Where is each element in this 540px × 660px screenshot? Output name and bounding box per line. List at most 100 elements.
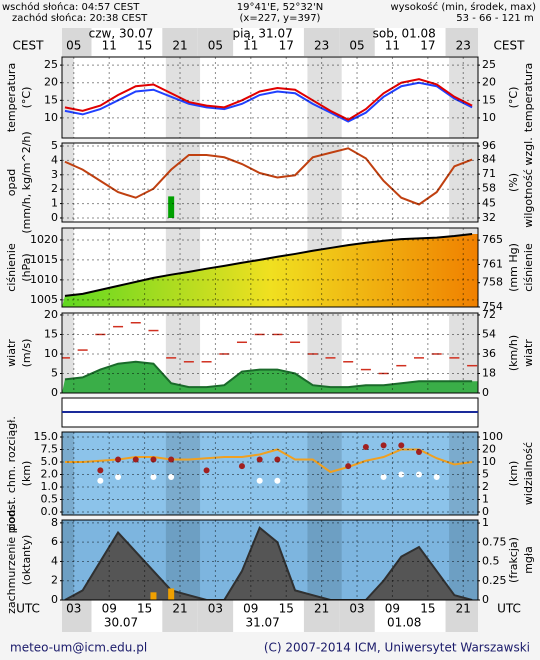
panel-frame <box>61 519 479 601</box>
y-axis-label: ciśnienie <box>5 243 18 292</box>
y-tick-label: 2 <box>51 574 58 587</box>
y-tick-label: 1 <box>51 197 58 210</box>
line <box>64 448 473 474</box>
plot-area <box>64 147 473 218</box>
y-tick-label: 1020 <box>30 233 58 246</box>
plot-area <box>62 232 478 307</box>
y2-axis-label: (km) <box>507 461 520 487</box>
panel-frame <box>61 227 479 308</box>
y-tick-label: 20 <box>44 76 58 89</box>
y2-tick-label: 0 <box>482 505 489 518</box>
night-band <box>62 57 74 138</box>
night-cell <box>445 28 478 56</box>
y2-axis-label: widzialność <box>522 442 535 505</box>
y2-axis-label: (%) <box>507 173 520 192</box>
y-axis-label: temperatura <box>5 63 18 132</box>
line <box>64 147 473 206</box>
y-tick-label: 1.0 <box>41 480 59 493</box>
y2-tick-label: 100 <box>482 430 503 443</box>
y2-tick-label: 84 <box>482 153 496 166</box>
y2-tick-label: 20 <box>482 443 496 456</box>
point <box>168 456 175 463</box>
time-tick-label: 15 <box>420 602 435 616</box>
y-tick-label: 4 <box>51 153 58 166</box>
plot-area <box>64 78 473 123</box>
y2-tick-label: 761 <box>482 257 503 270</box>
y2-tick-label: 10 <box>482 455 496 468</box>
night-cell <box>303 28 340 56</box>
y2-axis-label: ciśnienie <box>522 243 535 292</box>
y2-tick-label: 96 <box>482 139 496 152</box>
y2-tick-label: 25 <box>482 58 496 71</box>
elevation: 53 - 66 - 121 m <box>456 13 533 24</box>
y2-tick-label: 20 <box>482 76 496 89</box>
y2-tick-label: 765 <box>482 233 503 246</box>
y-tick-label: 8 <box>51 516 58 529</box>
point <box>97 477 104 484</box>
panel-background <box>62 143 478 222</box>
day-label: 01.08 <box>387 616 421 630</box>
y2-tick-label: 5 <box>482 468 489 481</box>
bar <box>168 588 175 600</box>
night-band <box>62 432 74 515</box>
point <box>97 467 104 474</box>
y-tick-label: 15.0 <box>34 430 59 443</box>
y-tick-label: 6 <box>51 535 58 548</box>
time-tick-label: 23 <box>314 39 329 53</box>
point <box>238 463 245 470</box>
y2-axis-label: (frakcja) <box>507 537 520 583</box>
panel: 0 2 4 6 8 0 0.25 0.5 0.75 1 zachmurzenie pion. (okt… <box>5 506 535 614</box>
plot-area <box>62 526 478 600</box>
y-tick-label: 1015 <box>30 253 58 266</box>
y2-tick-label: 18 <box>482 366 496 379</box>
coords: 19°41'E, 52°32'N <box>237 2 324 13</box>
point <box>433 474 440 480</box>
night-cell <box>62 28 92 56</box>
time-tick-label: 17 <box>420 39 435 53</box>
y2-tick-label: 45 <box>482 196 496 209</box>
night-cell <box>339 600 375 632</box>
day-label: pią, 31.07 <box>232 27 292 41</box>
time-tick-label: 15 <box>137 602 152 616</box>
y2-tick-label: 2 <box>482 480 489 493</box>
time-tick-label: 03 <box>349 602 364 616</box>
panel: 0.00.51.02.05.07.515.001251020100podst. … <box>5 416 535 531</box>
day-label: 30.07 <box>104 616 138 630</box>
night-band <box>449 520 478 600</box>
time-tick-label: 05 <box>349 39 364 53</box>
point <box>274 477 281 484</box>
night-band <box>165 313 201 393</box>
panel-frame <box>61 56 479 139</box>
y-tick-label: 25 <box>44 58 58 71</box>
y-tick-label: 0.0 <box>41 505 59 518</box>
y-axis-label: zachmurzenie pion. <box>5 506 18 614</box>
point <box>415 449 422 455</box>
night-band <box>307 313 342 393</box>
plot-area <box>64 442 473 484</box>
y2-axis-label: wiatr <box>522 339 535 367</box>
point <box>398 471 405 478</box>
panel-frame <box>61 312 479 394</box>
y-tick-label: 5 <box>51 366 58 379</box>
y-axis-label: wiatr <box>5 339 18 367</box>
y-tick-label: 15 <box>44 93 58 106</box>
y-tick-label: 0 <box>51 386 58 399</box>
y2-tick-label: 1 <box>482 516 489 529</box>
area <box>62 527 478 600</box>
y-tick-label: 1005 <box>30 293 58 306</box>
night-cell <box>197 28 234 56</box>
day-label: sob, 01.08 <box>373 27 436 41</box>
point <box>415 471 422 478</box>
time-tick-label: 11 <box>243 39 258 53</box>
footer-email[interactable]: meteo-um@icm.edu.pl <box>10 641 147 655</box>
time-tick-label: 21 <box>172 39 187 53</box>
y-axis-label: (°C) <box>20 87 33 109</box>
line <box>64 78 473 121</box>
time-tick-label: 05 <box>208 39 223 53</box>
time-tick-label: 09 <box>102 602 117 616</box>
y-tick-label: 5.0 <box>41 455 59 468</box>
